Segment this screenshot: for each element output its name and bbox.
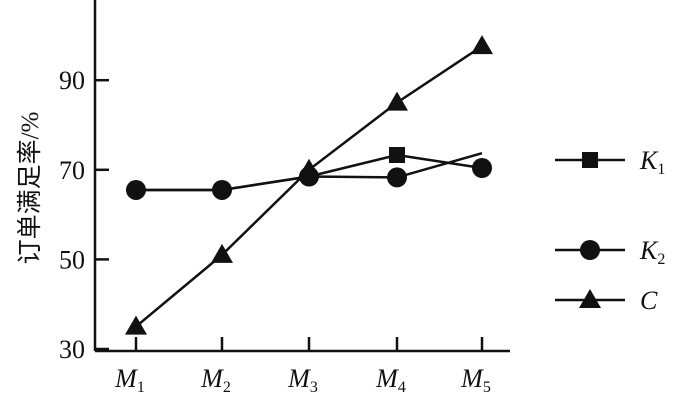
x-tick-label: M3 [287,364,318,396]
circle-marker [126,179,146,200]
circle-marker [212,179,232,200]
triangle-marker [211,243,233,263]
x-tick-label: M2 [200,364,231,396]
y-tick-label: 90 [59,66,85,95]
legend: K1 K2 C [555,146,665,315]
series-C [125,35,493,335]
legend-label: C [640,286,658,315]
series-group [125,35,493,335]
y-tick-label: 50 [59,245,85,274]
legend-item: K1 [555,146,665,178]
axes: 30 50 70 90 M1 M2 M3 M4 M5 [59,0,510,396]
legend-item: C [555,286,658,315]
y-axis-label: 订单满足率/% [16,112,44,265]
circle-marker [387,167,407,188]
y-tick-label: 70 [59,156,85,185]
square-marker [582,152,598,168]
legend-label: K1 [639,146,665,178]
x-tick-label: M5 [460,364,491,396]
x-tick-label: M4 [375,364,406,396]
triangle-marker [386,91,408,111]
square-marker [389,147,405,164]
circle-marker [580,240,600,260]
triangle-marker [125,315,147,335]
x-tick-label: M1 [114,364,145,396]
legend-label: K2 [639,236,665,268]
triangle-marker [471,35,493,55]
legend-item: K2 [555,236,665,268]
triangle-marker [579,289,601,308]
triangle-marker [298,158,320,178]
y-tick-label: 30 [59,335,85,364]
circle-marker [472,158,492,179]
